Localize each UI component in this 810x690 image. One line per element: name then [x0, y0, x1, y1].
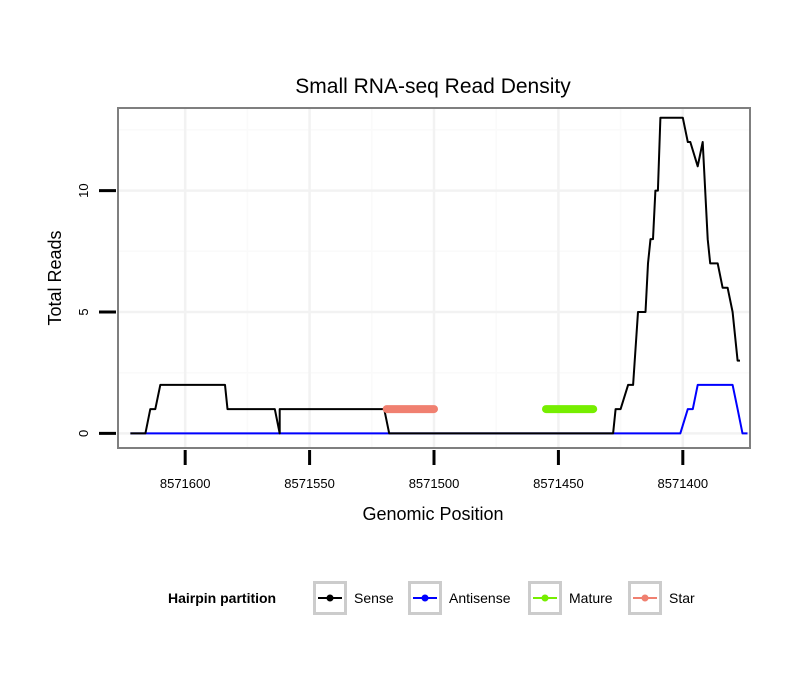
legend-key-point — [326, 594, 334, 602]
legend-label-sense: Sense — [354, 590, 394, 606]
y-tick-label: 5 — [76, 308, 91, 315]
grid-lines — [118, 108, 750, 448]
x-tick-label: 8571450 — [533, 476, 584, 491]
series-lines — [130, 116, 748, 435]
legend-key-point — [641, 594, 649, 602]
legend: Hairpin partition Sense Antisense Mature Sta… — [168, 581, 695, 615]
legend-key-point — [541, 594, 549, 602]
y-tick-label: 0 — [76, 430, 91, 437]
legend-label-antisense: Antisense — [449, 590, 511, 606]
chart-title: Small RNA-seq Read Density — [295, 75, 571, 98]
x-tick-label: 8571550 — [284, 476, 335, 491]
legend-label-mature: Mature — [569, 590, 613, 606]
x-tick-label: 8571400 — [658, 476, 709, 491]
axis-ticks: 8571600 8571550 8571500 8571450 8571400 0 5 10 — [76, 183, 708, 491]
x-tick-label: 8571600 — [160, 476, 211, 491]
x-tick-label: 8571500 — [409, 476, 460, 491]
series-line-antisense — [130, 383, 748, 435]
legend-label-star: Star — [669, 590, 695, 606]
series-line-sense — [130, 116, 740, 435]
y-tick-label: 10 — [76, 183, 91, 197]
y-axis-title: Total Reads — [45, 230, 65, 325]
plot-border — [117, 107, 751, 449]
legend-title: Hairpin partition — [168, 590, 276, 606]
x-axis-title: Genomic Position — [362, 504, 503, 524]
legend-key-point — [421, 594, 429, 602]
